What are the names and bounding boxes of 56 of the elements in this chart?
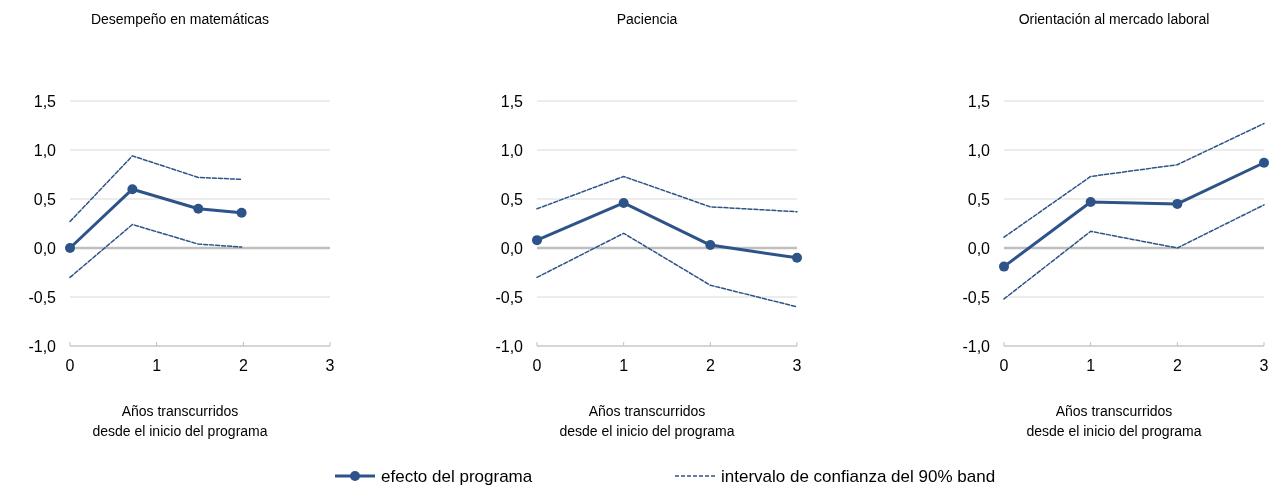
- y-tick-label: 1,0: [33, 142, 57, 159]
- y-tick-label: 0,5: [500, 191, 524, 208]
- point: [618, 197, 629, 208]
- y-tick-label: -1,0: [28, 338, 57, 355]
- y-tick-label: 0,5: [967, 191, 991, 208]
- x-tick-label: 2: [238, 357, 248, 374]
- y-tick-label: 1,5: [967, 93, 991, 110]
- line-series: [1003, 204, 1265, 300]
- y-tick-label: -1,0: [962, 338, 991, 355]
- x-tick-label: 0: [999, 357, 1009, 374]
- point: [999, 261, 1009, 272]
- x-tick-label: 3: [792, 357, 802, 374]
- y-tick-label: 0,5: [33, 191, 57, 208]
- x-tick-label: 1: [1086, 357, 1096, 374]
- x-tick-label: 2: [705, 357, 715, 374]
- y-tick-label: -0,5: [28, 289, 57, 306]
- x-axis-title: Años transcurridos desde el inicio del programa: [559, 403, 735, 439]
- point: [792, 252, 802, 263]
- point: [532, 235, 542, 246]
- chart-title: Orientación al mercado laboral: [1018, 11, 1210, 27]
- x-tick-label: 3: [325, 357, 335, 374]
- point: [193, 203, 204, 214]
- line-series: [1003, 122, 1265, 238]
- x-tick-label: 1: [619, 357, 629, 374]
- x-tick-label: 2: [1172, 357, 1182, 374]
- point: [1259, 157, 1269, 168]
- x-tick-label: 0: [65, 357, 75, 374]
- legend-label: efecto del programa: [381, 467, 533, 486]
- y-tick-label: 1,5: [500, 93, 524, 110]
- y-tick-label: -0,5: [495, 289, 524, 306]
- y-tick-label: 0,0: [500, 240, 524, 257]
- point: [236, 207, 247, 218]
- y-tick-label: -1,0: [495, 338, 524, 355]
- line-series: [536, 175, 798, 213]
- chart-title: Paciencia: [616, 11, 678, 27]
- x-tick-label: 1: [152, 357, 162, 374]
- point: [1172, 198, 1183, 209]
- point: [65, 243, 75, 253]
- line-series: [69, 223, 243, 279]
- y-tick-label: 0,0: [33, 240, 57, 257]
- line-series: [536, 232, 798, 308]
- line-series: [69, 155, 243, 223]
- legend-label: intervalo de confianza del 90% band: [721, 467, 996, 486]
- point: [1085, 196, 1096, 207]
- y-tick-label: 1,0: [967, 142, 991, 159]
- chart-title: Desempeño en matemáticas: [90, 11, 270, 27]
- y-tick-label: 0,0: [967, 240, 991, 257]
- y-tick-label: 1,5: [33, 93, 57, 110]
- y-tick-label: 1,0: [500, 142, 524, 159]
- point: [705, 240, 716, 251]
- x-tick-label: 3: [1259, 357, 1269, 374]
- x-axis-title: Años transcurridos desde el inicio del programa: [92, 403, 268, 439]
- x-axis-title: Años transcurridos desde el inicio del programa: [1026, 403, 1202, 439]
- point: [127, 184, 138, 195]
- x-tick-label: 0: [532, 357, 542, 374]
- y-tick-label: -0,5: [962, 289, 991, 306]
